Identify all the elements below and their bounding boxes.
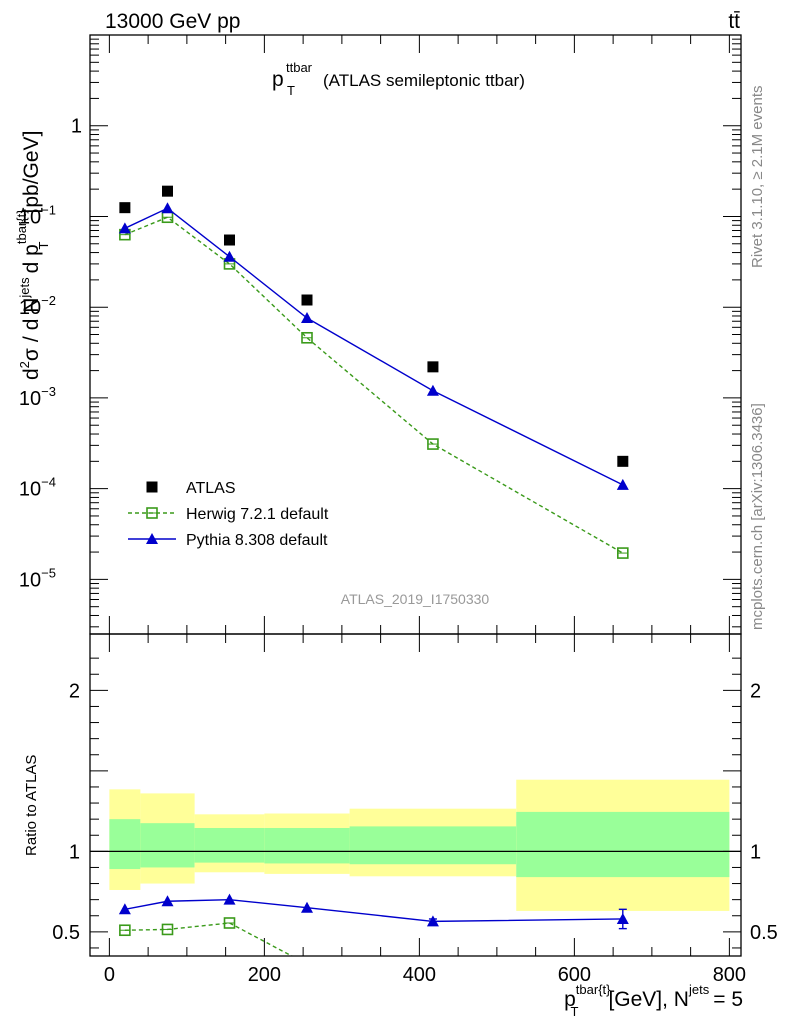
ratio-tick-label-right: 1	[750, 841, 761, 863]
title-main: p	[272, 68, 284, 91]
data-point-square	[224, 234, 235, 246]
y-tick-label: 10−5	[19, 565, 56, 591]
ratio-line-2	[124, 898, 623, 923]
y-tick-label: 10−4	[19, 475, 56, 501]
y-tick-label: 10−2	[19, 293, 56, 319]
ratio-point-triangle	[118, 903, 131, 915]
svg-text:ptbar{t}T[GeV], Njets= 5: ptbar{t} T[GeV], Njets = 5	[564, 982, 743, 1019]
ratio-band-inner	[194, 828, 265, 863]
ratio-band-inner	[516, 811, 730, 878]
data-point-square	[162, 185, 173, 197]
x-tick-label: 600	[558, 964, 591, 986]
ratio-y-axis-label: Ratio to ATLAS	[23, 755, 40, 856]
y-axis-label: d2σ/d Njetsd ptbar{t}T[pb/GeV]	[14, 131, 51, 380]
header-right: tt̄	[728, 10, 740, 33]
ratio-tick-label: 2	[69, 680, 80, 702]
data-point-square	[427, 361, 439, 373]
ratio-point-open-square	[119, 924, 131, 937]
legend-marker	[146, 507, 158, 519]
ratio-point-triangle	[301, 901, 313, 913]
ratio-point-triangle	[223, 893, 236, 905]
x-tick-label: 200	[248, 964, 281, 986]
ratio-point-triangle	[616, 912, 629, 924]
ratio-band-inner	[109, 819, 141, 870]
data-point-triangle	[426, 384, 439, 396]
series-line-1	[124, 216, 624, 554]
y-tick-label: 10−3	[19, 384, 56, 410]
svg-text:d2σ/d Njetsd ptbar{t}T[pb/GeV]: d2σ/d Njetsd ptbar{t}T[pb/GeV]	[14, 131, 51, 380]
data-point-open-square	[617, 547, 629, 559]
series-line-2	[124, 207, 624, 486]
y-tick-label: 10−1	[19, 202, 56, 228]
y-tick-label: 1	[71, 116, 82, 138]
ratio-series-1	[119, 917, 294, 956]
x-tick-label: 800	[713, 964, 746, 986]
ratio-tick-label: 0.5	[52, 922, 80, 944]
ratio-frame	[89, 633, 742, 957]
data-point-triangle	[161, 202, 174, 214]
ratio-band-inner	[349, 826, 517, 865]
ratio-point-open-square	[161, 923, 174, 936]
header-left: 13000 GeV pp	[105, 10, 240, 33]
ratio-tick-label-right: 2	[750, 680, 761, 702]
data-point-open-square	[427, 438, 439, 450]
main-plot: 1 10−1 10−2 10−3 10−4 10−5 ATLAS Herwig 7.2.1 d…	[19, 34, 741, 628]
ratio-band-inner	[140, 823, 195, 868]
title-sup: ttbar	[286, 60, 313, 75]
data-point-square	[301, 294, 313, 306]
legend-label: ATLAS	[186, 480, 236, 497]
x-axis-label: ptbar{t} T[GeV], Njets = 5	[564, 982, 743, 1019]
rivet-note: Rivet 3.1.10, ≥ 2.1M events	[749, 86, 766, 269]
ratio-band-inner	[264, 828, 350, 864]
data-point-triangle	[223, 250, 236, 262]
ratio-line-1	[124, 922, 294, 956]
plot-title: p ttbar T (ATLAS semileptonic ttbar)	[272, 60, 525, 98]
legend-label: Pythia 8.308 default	[186, 532, 328, 549]
ratio-tick-label-right: 0.5	[750, 922, 778, 944]
mcplots-note: mcplots.cern.ch [arXiv:1306.3436]	[749, 403, 766, 630]
analysis-watermark: ATLAS_2019_I1750330	[341, 591, 490, 607]
legend-marker	[146, 481, 158, 493]
title-rest: (ATLAS semileptonic ttbar)	[323, 71, 525, 90]
ratio-point-triangle	[426, 915, 439, 927]
legend-marker	[146, 533, 158, 544]
data-point-triangle	[118, 222, 131, 234]
x-tick-label: 0	[104, 964, 115, 986]
data-point-triangle	[616, 478, 629, 490]
data-point-square	[119, 202, 131, 214]
title-sub: T	[287, 83, 295, 98]
x-tick-label: 400	[403, 964, 436, 986]
data-point-open-square	[301, 331, 313, 344]
ratio-series-2	[118, 893, 629, 930]
data-point-square	[617, 455, 629, 467]
legend-label: Herwig 7.2.1 default	[186, 506, 329, 523]
ratio-tick-label: 1	[69, 841, 80, 863]
ratio-point-open-square	[223, 917, 236, 929]
ratio-point-triangle	[161, 895, 174, 907]
data-point-triangle	[301, 312, 313, 324]
